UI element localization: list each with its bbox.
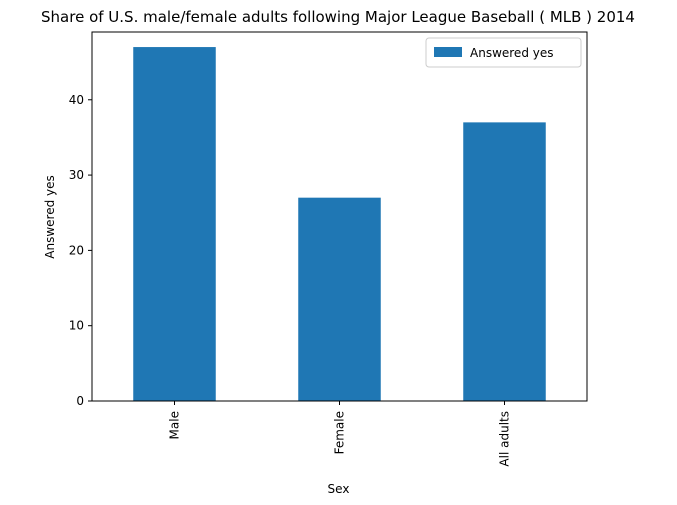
y-axis-label: Answered yes — [43, 175, 57, 258]
y-tick-label: 10 — [69, 319, 84, 333]
legend-box — [425, 37, 582, 68]
x-tick-label: All adults — [498, 411, 512, 467]
bar-male — [133, 47, 216, 402]
plot-area: 0 10 20 30 40 Male Female All adults Answered ye… — [69, 31, 588, 467]
x-tick-label: Male — [168, 411, 182, 439]
y-tick-label: 0 — [76, 394, 84, 408]
bar-female — [298, 197, 381, 401]
axes-frame — [91, 31, 588, 402]
legend-swatch — [434, 47, 462, 57]
y-tick-label: 20 — [69, 243, 84, 257]
bar-all-adults — [463, 122, 546, 402]
x-axis-label: Sex — [328, 482, 350, 496]
chart-title: Share of U.S. male/female adults followi… — [41, 8, 635, 26]
y-tick-label: 40 — [69, 93, 84, 107]
x-tick-label: Female — [333, 411, 347, 454]
y-tick-label: 30 — [69, 168, 84, 182]
legend-label: Answered yes — [470, 46, 553, 60]
